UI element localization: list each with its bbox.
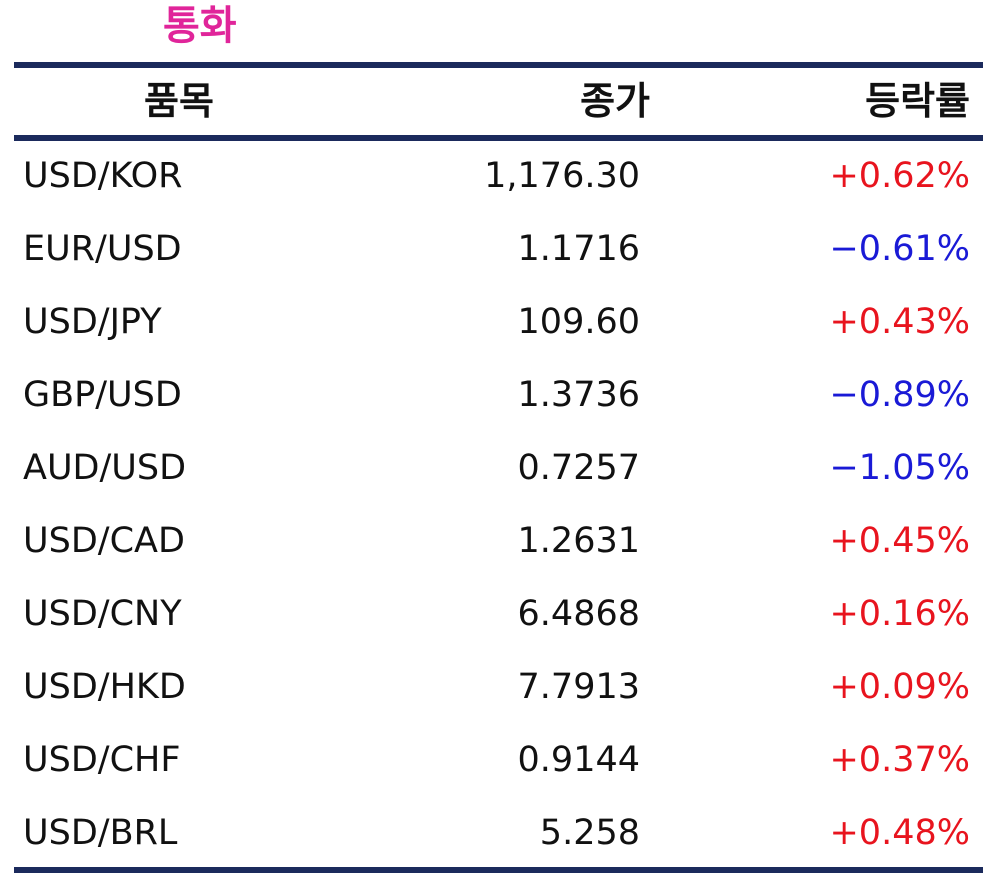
currency-pair: USD/JPY xyxy=(23,302,162,342)
change-rate: +0.09% xyxy=(829,667,970,707)
table-row: USD/CHF 0.9144 +0.37% xyxy=(14,725,983,798)
table-row: USD/KOR 1,176.30 +0.62% xyxy=(14,141,983,214)
change-rate: −1.05% xyxy=(829,448,970,488)
table-header: 품목 종가 등락률 xyxy=(14,68,983,135)
change-rate: +0.62% xyxy=(829,156,970,196)
currency-pair: USD/CAD xyxy=(23,521,185,561)
table-row: GBP/USD 1.3736 −0.89% xyxy=(14,360,983,433)
change-rate: +0.45% xyxy=(829,521,970,561)
header-close: 종가 xyxy=(580,79,650,123)
table-row: USD/JPY 109.60 +0.43% xyxy=(14,287,983,360)
currency-pair: USD/KOR xyxy=(23,156,183,196)
header-top-rule xyxy=(14,62,983,68)
table-row: AUD/USD 0.7257 −1.05% xyxy=(14,433,983,506)
currency-pair: USD/CHF xyxy=(23,740,181,780)
currency-pair: GBP/USD xyxy=(23,375,182,415)
change-rate: −0.61% xyxy=(829,229,970,269)
currency-pair: USD/BRL xyxy=(23,813,178,853)
currency-pair: EUR/USD xyxy=(23,229,182,269)
change-rate: −0.89% xyxy=(829,375,970,415)
table-row: USD/CNY 6.4868 +0.16% xyxy=(14,579,983,652)
change-rate: +0.16% xyxy=(829,594,970,634)
currency-pair: USD/CNY xyxy=(23,594,182,634)
close-price: 0.9144 xyxy=(517,740,640,780)
close-price: 1.3736 xyxy=(517,375,640,415)
table-row: USD/HKD 7.7913 +0.09% xyxy=(14,652,983,725)
table-body: USD/KOR 1,176.30 +0.62% EUR/USD 1.1716 −… xyxy=(14,141,983,871)
table-bottom-rule xyxy=(14,867,983,873)
close-price: 0.7257 xyxy=(517,448,640,488)
currency-pair: USD/HKD xyxy=(23,667,186,707)
table-row: USD/CAD 1.2631 +0.45% xyxy=(14,506,983,579)
change-rate: +0.43% xyxy=(829,302,970,342)
header-bottom-rule xyxy=(14,135,983,141)
currency-pair: AUD/USD xyxy=(23,448,187,488)
table-row: USD/BRL 5.258 +0.48% xyxy=(14,798,983,871)
change-rate: +0.37% xyxy=(829,740,970,780)
header-item: 품목 xyxy=(144,79,214,123)
change-rate: +0.48% xyxy=(829,813,970,853)
close-price: 6.4868 xyxy=(517,594,640,634)
close-price: 7.7913 xyxy=(517,667,640,707)
close-price: 1.2631 xyxy=(517,521,640,561)
page-title: 통화 xyxy=(163,3,237,49)
table-row: EUR/USD 1.1716 −0.61% xyxy=(14,214,983,287)
close-price: 109.60 xyxy=(517,302,640,342)
header-change: 등락률 xyxy=(865,79,970,123)
close-price: 1,176.30 xyxy=(484,156,640,196)
close-price: 5.258 xyxy=(539,813,640,853)
close-price: 1.1716 xyxy=(517,229,640,269)
